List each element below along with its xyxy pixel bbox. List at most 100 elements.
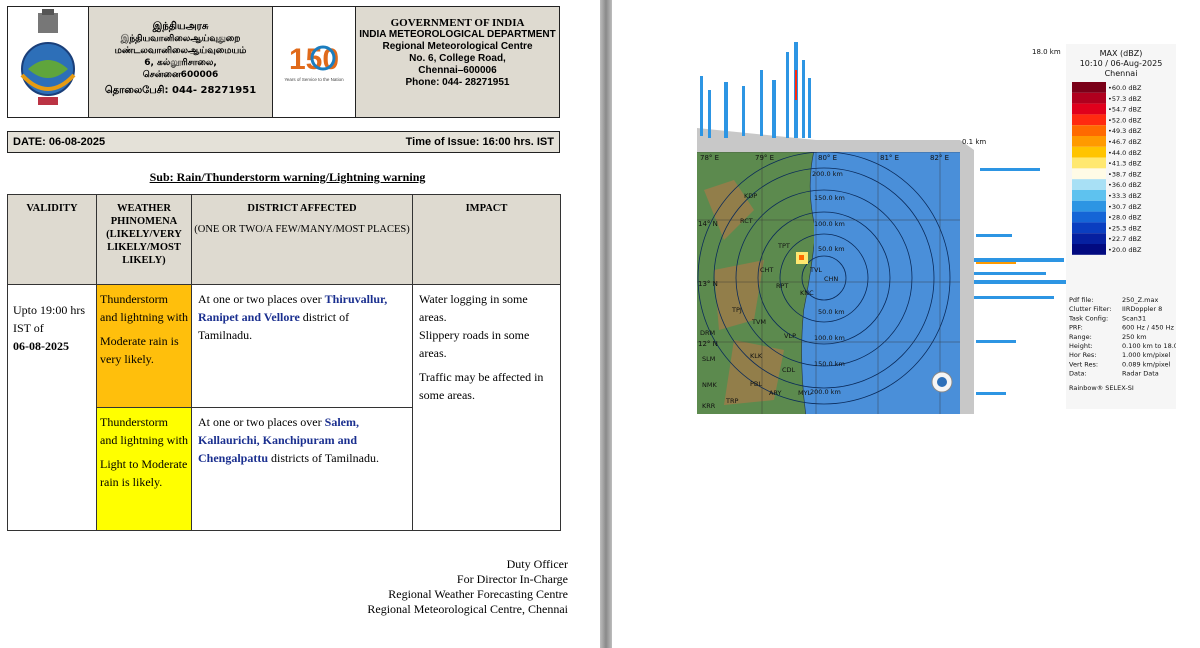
place-label: CDL	[782, 366, 796, 374]
district-cell: At one or two places over Salem, Kallaur…	[191, 407, 413, 531]
range-label: 150.0 km	[814, 360, 845, 368]
info-key: Vert Res:	[1069, 360, 1098, 368]
legend-swatch	[1072, 168, 1106, 180]
range-label: 50.0 km	[818, 245, 845, 253]
table-row: Upto 19:00 hrs IST of 06-08-2025 Thunder…	[7, 284, 561, 531]
english-address-block: GOVERNMENT OF INDIA INDIA METEOROLOGICAL…	[356, 7, 559, 117]
place-label: KNC	[800, 289, 814, 297]
place-label: TPT	[777, 242, 790, 250]
tamil-address-block: இந்தியஅரசு இந்தியவானிலைஆய்வுதுறை மண்டலவா…	[89, 7, 273, 117]
signoff-line: Duty Officer	[506, 557, 568, 571]
header-phenomena: WEATHER PHINOMENA (LIKELY/VERY LIKELY/MO…	[96, 194, 192, 285]
side-echoes	[974, 168, 1068, 395]
place-label: TRP	[725, 397, 738, 405]
info-key: Data:	[1069, 370, 1087, 378]
phenomena-cell-yellow: Thunderstorm and lightning with Light to…	[96, 407, 192, 531]
radar-page: 78° E 79° E 80° E 81° E 82° E 14° N 13° …	[612, 0, 1200, 648]
info-key: Clutter Filter:	[1069, 305, 1111, 313]
header-district-title: DISTRICT AFFECTED	[247, 203, 357, 214]
lon-label: 82° E	[930, 154, 949, 162]
radar-info: Pdf file: 250_Z.max Clutter Filter: IIRDopp…	[1068, 296, 1198, 378]
legend-label: •57.3 dBZ	[1108, 95, 1142, 103]
legend-swatch	[1072, 211, 1106, 223]
lat-label: 14° N	[698, 220, 718, 228]
warning-document-page: இந்தியஅரசு இந்தியவானிலைஆய்வுதுறை மண்டலவா…	[7, 6, 568, 616]
info-key: Task Config:	[1068, 314, 1108, 322]
impact-item: Water logging in some areas.	[419, 292, 528, 324]
range-label: 200.0 km	[812, 170, 843, 178]
legend-swatch	[1072, 136, 1106, 147]
radar-credit: Rainbow® SELEX-SI	[1069, 384, 1134, 392]
range-label: 100.0 km	[814, 334, 845, 342]
place-label: RCT	[740, 217, 753, 225]
legend-swatch	[1072, 190, 1106, 201]
header-district-sub: (ONE OR TWO/A FEW/MANY/MOST PLACES)	[194, 224, 410, 235]
place-label: SLM	[702, 355, 715, 363]
eng-line: GOVERNMENT OF INDIA	[390, 17, 525, 29]
legend-swatch	[1072, 179, 1106, 190]
legend-swatch	[1072, 114, 1106, 126]
place-label: KDP	[744, 192, 757, 200]
info-key: Height:	[1069, 342, 1093, 350]
validity-cell: Upto 19:00 hrs IST of 06-08-2025	[7, 284, 97, 531]
side-scale-label: 0.1 km	[962, 138, 986, 146]
warning-table: VALIDITY WEATHER PHINOMENA (LIKELY/VERY …	[7, 194, 561, 531]
header-validity: VALIDITY	[7, 194, 97, 285]
info-value: 250_Z.max	[1122, 296, 1158, 304]
legend-label: •30.7 dBZ	[1108, 203, 1142, 211]
legend-swatch	[1072, 82, 1106, 93]
header-district: DISTRICT AFFECTED (ONE OR TWO/A FEW/MANY…	[191, 194, 413, 285]
top-echo-core	[795, 70, 797, 100]
range-label: 100.0 km	[814, 220, 845, 228]
tamil-line: மண்டலவானிலைஆய்வுமையம்	[114, 46, 247, 56]
date-issue-bar: DATE: 06-08-2025 Time of Issue: 16:00 hr…	[7, 131, 560, 153]
legend-swatch	[1072, 125, 1106, 136]
range-label: 150.0 km	[814, 194, 845, 202]
top-projection-panel	[697, 128, 960, 152]
national-emblem-icon	[38, 13, 58, 33]
radar-image: 78° E 79° E 80° E 81° E 82° E 14° N 13° …	[694, 40, 1198, 415]
legend-label: •52.0 dBZ	[1108, 116, 1142, 124]
eng-line: No. 6, College Road,	[409, 53, 506, 64]
top-scale-label: 18.0 km	[1032, 48, 1061, 56]
tamil-line: இந்தியவானிலைஆய்வுதுறை	[120, 34, 241, 44]
district-names: Salem, Kallaurichi, Kanchipuram and Chen…	[198, 415, 359, 465]
page-divider[interactable]	[600, 0, 612, 648]
issue-date: DATE: 06-08-2025	[13, 136, 106, 148]
tamil-line: 6, கல்லூரிசாலை,	[144, 58, 217, 68]
info-value: 0.100 km to 18.000 km	[1122, 342, 1176, 350]
tamil-phone: தொலைபேசி: 044- 28271951	[104, 85, 257, 96]
info-value: 0.089 km/pixel	[1122, 360, 1171, 368]
legend-swatch	[1072, 233, 1106, 244]
info-value: Radar Data	[1122, 370, 1159, 378]
phenomena-text: Thunderstorm and lightning with	[100, 292, 188, 324]
legend-label: •46.7 dBZ	[1108, 138, 1142, 146]
info-value: IIRDoppler 8	[1122, 305, 1162, 313]
phenomena-text: Light to Moderate rain is likely.	[100, 457, 188, 489]
header-impact: IMPACT	[412, 194, 561, 285]
side-echo-core	[976, 262, 1016, 264]
info-key: Hor Res:	[1069, 351, 1096, 359]
eng-line: Regional Meteorological Centre	[382, 41, 533, 52]
place-label: TVL	[809, 266, 822, 274]
place-label: NMK	[702, 381, 717, 389]
subject-line: Sub: Rain/Thunderstorm warning/Lightning…	[149, 170, 426, 184]
legend-swatch	[1072, 222, 1106, 234]
place-label: CHT	[760, 266, 773, 274]
legend-label: •54.7 dBZ	[1108, 106, 1142, 114]
info-value: 250 km	[1122, 333, 1147, 341]
imd-150-logo: 150 Years of Service to the Nation	[273, 7, 356, 117]
legend-label: •36.0 dBZ	[1108, 181, 1142, 189]
info-key: Range:	[1069, 333, 1092, 341]
legend-swatch	[1072, 146, 1106, 158]
legend-swatch	[1072, 200, 1106, 212]
info-key: PRF:	[1069, 324, 1083, 332]
phenomena-cell-orange: Thunderstorm and lightning with Moderate…	[96, 284, 192, 408]
side-projection-panel	[960, 140, 974, 414]
eng-line: INDIA METEOROLOGICAL DEPARTMENT	[359, 29, 556, 40]
place-label: TPJ	[731, 306, 742, 314]
eng-line: Chennai–600006	[418, 65, 497, 76]
place-label: PBL	[750, 380, 762, 388]
legend-label: •44.0 dBZ	[1108, 149, 1142, 157]
district-pre: At one or two places over	[198, 415, 322, 429]
